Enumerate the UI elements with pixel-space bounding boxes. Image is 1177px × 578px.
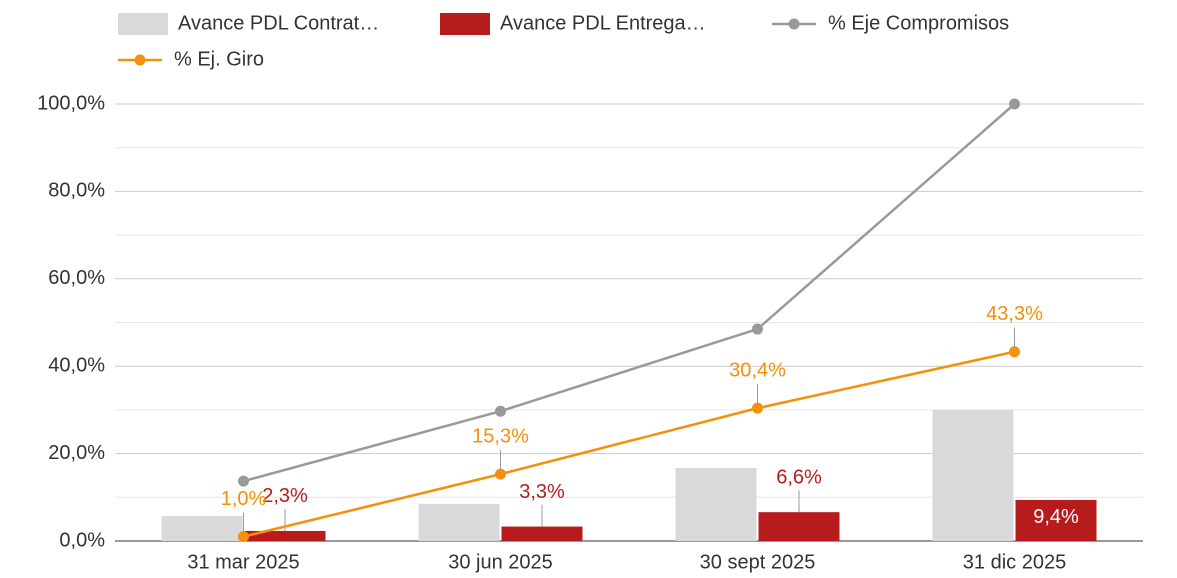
legend-swatch: [440, 13, 490, 35]
point: [238, 531, 249, 543]
legend-swatch: [134, 54, 146, 66]
bar: [758, 512, 840, 541]
data-label: 43,3%: [986, 303, 1043, 325]
bar: [418, 503, 500, 541]
point: [495, 468, 506, 480]
y-tick-label: 40,0%: [48, 354, 105, 376]
y-tick-label: 0,0%: [59, 529, 105, 551]
x-tick-label: 31 dic 2025: [963, 551, 1066, 573]
point: [1009, 98, 1020, 110]
y-tick-label: 80,0%: [48, 180, 105, 202]
bar: [932, 409, 1014, 541]
y-tick-label: 100,0%: [37, 92, 105, 114]
legend-swatch: [788, 18, 800, 30]
data-label: 3,3%: [519, 481, 565, 503]
x-tick-label: 30 jun 2025: [448, 551, 553, 573]
line: [243, 103, 1016, 483]
legend-label: Avance PDL Entrega…: [500, 12, 706, 34]
point: [238, 475, 249, 487]
x-tick-label: 31 mar 2025: [187, 551, 299, 573]
point: [752, 402, 763, 414]
legend-label: Avance PDL Contrat…: [178, 12, 379, 34]
legend-label: % Ej. Giro: [174, 48, 264, 70]
data-label: 6,6%: [776, 466, 822, 488]
bar: [675, 468, 757, 541]
point: [1009, 346, 1020, 358]
data-label: 30,4%: [729, 359, 786, 381]
point: [752, 323, 763, 335]
data-label: 2,3%: [262, 485, 308, 507]
legend-swatch: [118, 13, 168, 35]
y-tick-label: 20,0%: [48, 442, 105, 464]
bar: [244, 530, 326, 541]
bar: [1015, 499, 1097, 541]
legend-label: % Eje Compromisos: [828, 12, 1009, 34]
x-tick-label: 30 sept 2025: [700, 551, 816, 573]
y-tick-label: 60,0%: [48, 267, 105, 289]
bar: [501, 526, 583, 541]
data-label: 15,3%: [472, 425, 529, 447]
data-label: 1,0%: [221, 488, 267, 510]
bar: [161, 516, 243, 541]
data-label: 9,4%: [1033, 506, 1079, 528]
line: [243, 350, 1015, 538]
point: [495, 405, 506, 417]
